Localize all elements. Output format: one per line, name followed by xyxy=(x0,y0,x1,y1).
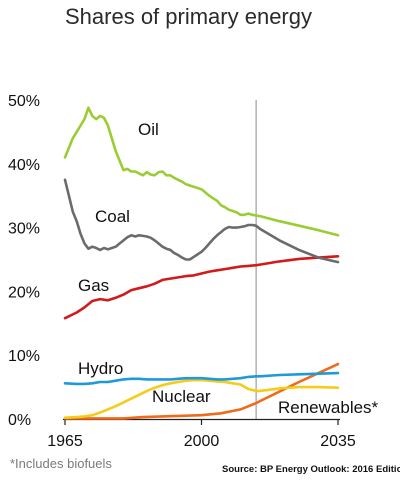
series-label-nuclear: Nuclear xyxy=(152,387,211,406)
series-lines xyxy=(63,106,340,420)
series-label-gas: Gas xyxy=(78,276,109,295)
series-line-hydro xyxy=(63,371,340,386)
x-axis: 1965 2000 2035 xyxy=(47,418,356,450)
y-tick-label: 0% xyxy=(8,412,31,429)
series-label-renewables: Renewables* xyxy=(278,398,379,417)
page-title: Shares of primary energy xyxy=(65,4,312,29)
series-label-hydro: Hydro xyxy=(78,359,123,378)
y-tick-label: 30% xyxy=(8,221,40,238)
y-tick-label: 50% xyxy=(8,93,40,110)
series-label-coal: Coal xyxy=(95,207,130,226)
series-labels: Oil Coal Gas Hydro Nuclear Renewables* xyxy=(78,120,379,417)
y-tick-label: 40% xyxy=(8,157,40,174)
y-tick-label: 20% xyxy=(8,284,40,301)
series-line-coal xyxy=(63,178,340,264)
x-tick-label: 2000 xyxy=(184,433,220,450)
y-tick-label: 10% xyxy=(8,348,40,365)
series-label-oil: Oil xyxy=(138,120,159,139)
series-line-gas xyxy=(63,255,340,320)
series-line-oil xyxy=(63,106,340,237)
footnote: *Includes biofuels xyxy=(10,456,112,471)
x-tick-label: 1965 xyxy=(47,433,83,450)
y-axis: 0% 10% 20% 30% 40% 50% xyxy=(8,93,40,429)
x-tick-label: 2035 xyxy=(320,433,356,450)
source-note: Source: BP Energy Outlook: 2016 Edition xyxy=(222,464,400,475)
series-line-nuclear xyxy=(63,378,340,419)
